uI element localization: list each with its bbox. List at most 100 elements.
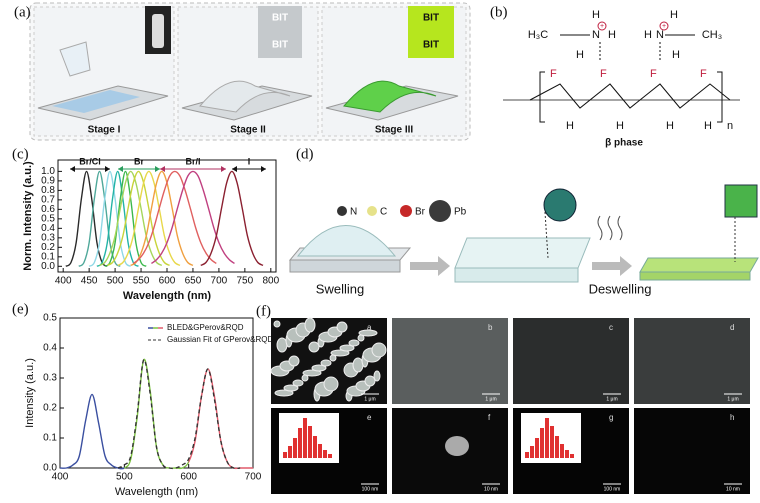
arrow (410, 256, 450, 276)
histogram-bar (318, 444, 322, 458)
series-line (106, 170, 170, 266)
scale-label: 1 μm (606, 396, 617, 402)
x-tick-label: 600 (159, 276, 176, 287)
atom: F (700, 68, 707, 80)
histogram-bar (303, 418, 307, 458)
series-line (59, 358, 253, 470)
x-tick-label: 450 (81, 276, 98, 287)
panel-label: (c) (12, 146, 29, 162)
sample-photo (258, 6, 302, 58)
micrograph-label: b (488, 323, 493, 332)
x-tick-label: 500 (107, 276, 124, 287)
histogram-bar (525, 452, 529, 458)
phase-label: β phase (605, 138, 643, 149)
annotation: Br/I (185, 156, 200, 166)
particle (283, 384, 299, 392)
repeat-index: n (727, 120, 733, 132)
scale-label: 1 μm (485, 396, 496, 402)
micrograph (392, 318, 508, 404)
x-tick-label: 800 (262, 276, 279, 287)
y-tick-label: 0.3 (41, 232, 55, 243)
atom: H (704, 120, 712, 132)
panel-d: (d) N C Br Pb Swelling Deswelling (288, 146, 759, 296)
particle (323, 376, 339, 392)
panel-label: (a) (14, 4, 31, 20)
micrograph-label: g (609, 413, 613, 422)
molecule: H₃C N H H H + N H H H CH₃ + F F F F H H … (528, 9, 733, 149)
crystal-inset (724, 184, 758, 218)
y-tick-label: 0.0 (43, 463, 57, 474)
histogram-bar (550, 426, 554, 458)
atom: H (566, 120, 574, 132)
y-tick-label: 0.7 (41, 195, 55, 206)
series-line (99, 170, 163, 266)
series-line (78, 170, 121, 267)
panel-label: (d) (296, 146, 314, 162)
histogram-bar (293, 438, 297, 458)
x-tick-label: 600 (180, 472, 197, 483)
y-tick-label: 0.4 (41, 223, 55, 234)
atom: H (608, 29, 616, 41)
stage-label: Stage III (375, 125, 414, 136)
atom-ball (429, 200, 451, 222)
particle (308, 341, 320, 353)
histogram-bar (308, 426, 312, 458)
atom-ball (337, 206, 347, 216)
atom-ball (400, 205, 412, 217)
histogram-bar (560, 444, 564, 458)
arrow (592, 256, 632, 276)
particle (288, 355, 300, 367)
atom-ball (367, 206, 377, 216)
particle (292, 379, 304, 387)
scale-label: 10 nm (726, 486, 740, 492)
histogram-bar (565, 450, 569, 458)
histogram-bar (530, 446, 534, 458)
zoom-circle (543, 188, 577, 222)
x-tick-label: 700 (245, 472, 262, 483)
atom: N (592, 29, 600, 41)
histogram-bar (570, 454, 574, 458)
atom: CH₃ (702, 29, 722, 41)
atom: H (644, 29, 652, 41)
particle (274, 389, 294, 397)
scale-label: 10 nm (484, 486, 498, 492)
atom: H (670, 9, 678, 21)
panel-label: (e) (12, 301, 29, 317)
particle (336, 321, 348, 333)
series-line (151, 170, 235, 265)
legend-label: Gaussian Fit of GPerov&RQD (167, 335, 273, 344)
series-line (130, 170, 194, 266)
micrograph (634, 318, 750, 404)
y-tick-label: 0.8 (41, 185, 55, 196)
histogram-bar (545, 418, 549, 458)
particle (339, 344, 355, 352)
histogram-bar (283, 452, 287, 458)
atom: N (656, 29, 664, 41)
atom: H₃C (528, 29, 548, 41)
x-tick-label: 650 (185, 276, 202, 287)
micrograph-label: a (367, 323, 372, 332)
scale-label: 1 μm (727, 396, 738, 402)
x-axis-label: Wavelength (nm) (123, 290, 212, 302)
beaker (59, 41, 91, 77)
y-tick-label: 0.5 (41, 213, 55, 224)
histogram-bar (288, 446, 292, 458)
atom: H (616, 120, 624, 132)
stage-label: Stage I (88, 125, 121, 136)
film (639, 271, 751, 281)
particle (330, 349, 350, 357)
plot-frame (59, 317, 254, 469)
y-tick-label: 0.5 (43, 313, 57, 324)
x-tick-label: 550 (133, 276, 150, 287)
atom: F (550, 68, 557, 80)
sample-text: BIT (272, 13, 288, 24)
y-tick-label: 0.6 (41, 204, 55, 215)
series-line (65, 170, 108, 267)
particle (445, 436, 469, 456)
film (52, 90, 140, 113)
y-tick-label: 0.1 (43, 433, 57, 444)
atom: F (650, 68, 657, 80)
histogram-bar (313, 436, 317, 458)
legend-label: Pb (454, 207, 467, 218)
